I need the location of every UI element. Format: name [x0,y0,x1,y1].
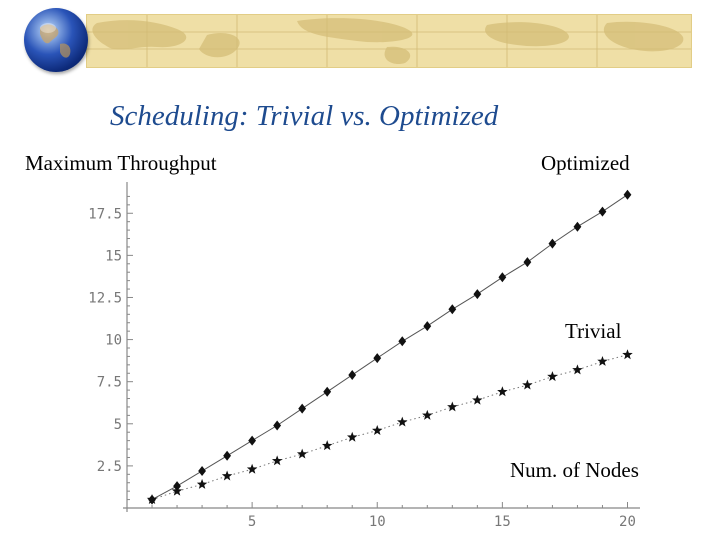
optimized-data-point [598,206,607,217]
y-tick-label: 17.5 [88,206,122,222]
trivial-data-point [522,379,533,390]
trivial-data-point [422,409,433,420]
trivial-data-point [246,463,258,474]
trivial-data-point [622,349,633,360]
optimized-data-point [398,336,407,347]
trivial-data-point [547,371,558,382]
trivial-series-line [151,354,628,501]
x-tick-label: 20 [619,514,636,530]
optimized-data-point [323,386,332,397]
chart-axes: 5 10 15 20 2.5 5 7.5 10 12.5 15 17.5 [88,182,640,530]
optimized-series-line [151,194,628,501]
y-tick-label: 12.5 [88,290,122,306]
y-axis-label: Maximum Throughput [25,151,217,175]
chart-series [146,189,633,505]
trivial-data-point [296,448,308,459]
optimized-data-point [373,353,382,364]
optimized-data-point [273,420,282,431]
y-tick-label: 10 [105,333,122,349]
optimized-data-point [348,369,357,380]
optimized-data-point [473,289,482,300]
trivial-data-point [597,355,608,366]
trivial-data-point [397,416,408,427]
optimized-data-point [423,321,432,332]
y-tick-label: 5 [114,417,122,433]
trivial-data-point [221,470,233,481]
x-tick-label: 10 [369,514,386,530]
optimized-data-point [223,450,231,461]
optimized-data-point [623,189,632,200]
x-tick-label: 15 [494,514,511,530]
y-tick-label: 2.5 [97,459,122,475]
trivial-data-point [497,386,508,397]
y-tick-label: 7.5 [97,375,122,391]
slide-title: Scheduling: Trivial vs. Optimized [110,100,499,132]
trivial-data-point [146,494,158,505]
trivial-data-point [346,431,358,442]
optimized-data-point [573,221,582,232]
optimized-data-point [198,465,206,476]
trivial-data-point [447,401,458,412]
trivial-data-point [171,485,183,496]
trivial-series-label: Trivial [565,319,622,343]
optimized-data-point [448,304,457,315]
x-tick-label: 5 [248,514,256,530]
world-map-banner [86,14,692,68]
optimized-data-point [523,257,532,268]
optimized-data-point [248,435,257,446]
optimized-data-point [298,403,307,414]
trivial-data-point [572,364,583,375]
trivial-data-point [372,425,383,435]
optimized-data-point [548,238,557,249]
globe-logo [24,8,88,72]
optimized-series-label: Optimized [541,151,630,175]
y-tick-label: 15 [105,248,122,264]
trivial-data-point [321,440,333,451]
trivial-data-point [196,478,208,489]
x-axis-label: Num. of Nodes [510,458,639,482]
trivial-data-point [271,455,283,466]
trivial-data-point [472,394,483,405]
optimized-data-point [498,272,507,283]
